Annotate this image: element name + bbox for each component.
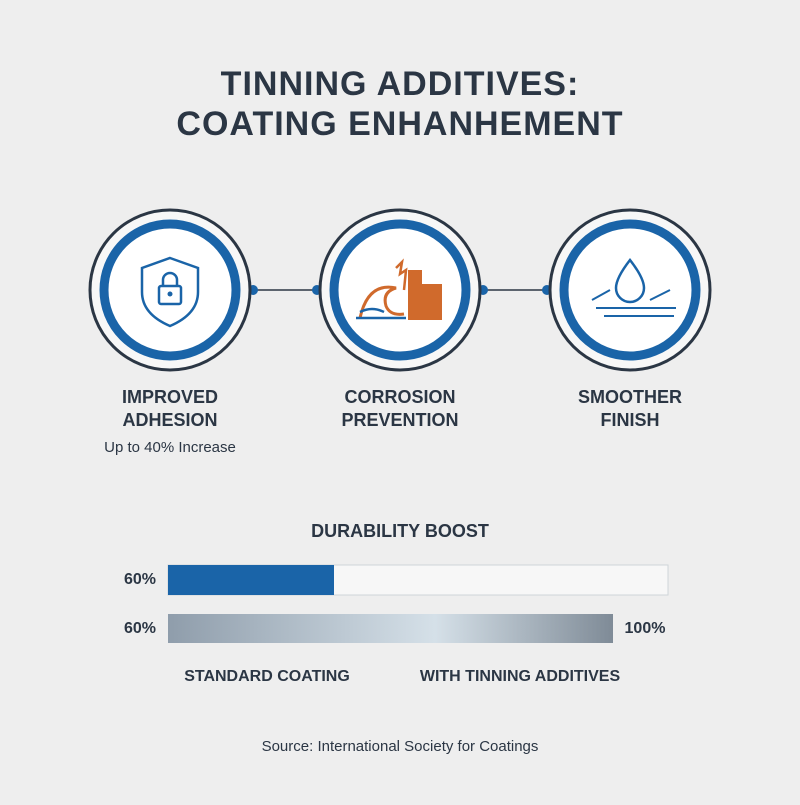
section-title: DURABILITY BOOST [311, 521, 489, 541]
feature-label: ADHESION [122, 410, 217, 430]
feature-label: SMOOTHER [578, 387, 682, 407]
feature-label: FINISH [600, 410, 659, 430]
feature-label: PREVENTION [341, 410, 458, 430]
feature-label: IMPROVED [122, 387, 218, 407]
title-line: TINNING ADDITIVES: [221, 65, 580, 103]
bar-label: 60% [124, 571, 156, 588]
icon-circle [548, 208, 712, 372]
source: Source: International Society for Coatin… [262, 738, 539, 755]
bar-label: 60% [124, 620, 156, 637]
feature-note: Up to 40% Increase [104, 439, 236, 456]
icon-circle [318, 208, 482, 372]
title-line: COATING ENHANHEMENT [176, 105, 623, 143]
bar-fill [168, 565, 334, 595]
bar-label: 100% [625, 620, 666, 637]
icon-circles [88, 208, 712, 372]
feature-label: CORROSION [344, 387, 455, 407]
legend-label: STANDARD COATING [184, 668, 350, 685]
bar-fill [168, 614, 613, 643]
legend-label: WITH TINNING ADDITIVES [420, 668, 621, 685]
icon-circle [88, 208, 252, 372]
